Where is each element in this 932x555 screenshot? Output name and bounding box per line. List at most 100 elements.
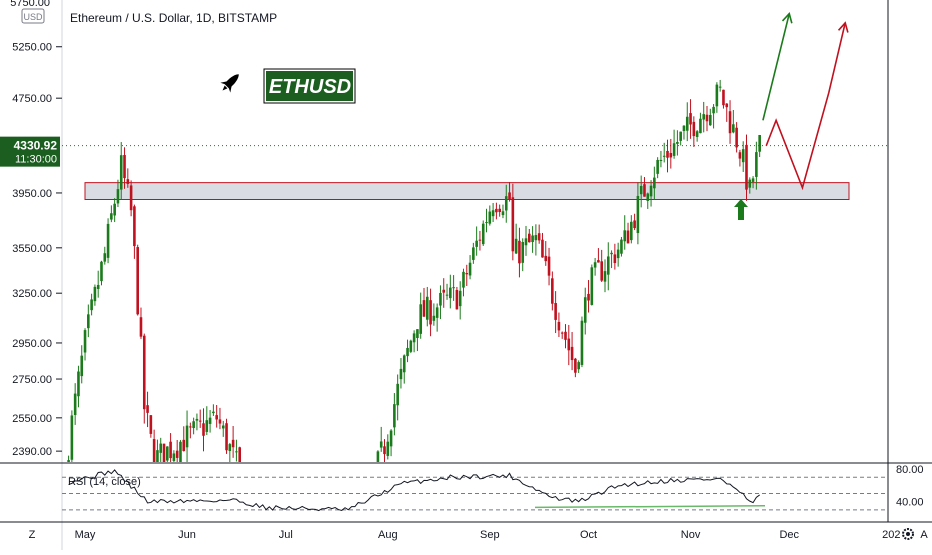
candle-body: [221, 425, 225, 429]
candle-body: [67, 460, 70, 462]
candle-body: [159, 443, 163, 453]
price-pane[interactable]: [62, 0, 888, 462]
candle-body: [73, 393, 77, 415]
rsi-line: [68, 469, 760, 512]
candle-body: [162, 443, 166, 462]
candle-body: [425, 296, 429, 320]
candle-body: [93, 286, 97, 302]
candle-body: [669, 152, 673, 158]
gear-hub: [906, 532, 910, 536]
auto-scale-button-label: A: [920, 529, 928, 541]
candle-body: [590, 267, 594, 305]
candle-body: [521, 242, 525, 263]
candle-body: [449, 287, 452, 299]
candle-body: [90, 299, 93, 311]
candle-body: [567, 338, 571, 351]
candle-body: [616, 249, 620, 259]
price-tick-label: 3950.00: [12, 188, 52, 200]
candle-body: [231, 439, 235, 448]
candle-body: [685, 116, 689, 131]
candle-body: [639, 185, 643, 195]
candle-body: [613, 254, 617, 264]
candle-body: [215, 415, 218, 420]
candle-body: [422, 300, 426, 317]
candle-body: [728, 111, 732, 134]
price-tick-label: 3550.00: [12, 243, 52, 255]
time-axis-label: Jun: [178, 529, 196, 541]
candle-body: [146, 405, 149, 413]
candle-body: [554, 303, 557, 320]
rocket-flame: [222, 85, 228, 91]
candle-body: [735, 127, 738, 148]
candle-body: [485, 222, 488, 224]
gear-teeth: [902, 528, 914, 540]
candle-body: [508, 192, 511, 200]
candle-body: [741, 149, 745, 163]
candle-body: [649, 185, 653, 197]
candle-body: [149, 415, 153, 434]
candle-body: [626, 230, 630, 244]
candle-body: [238, 447, 242, 462]
candles: [67, 79, 761, 462]
projection-path: [762, 13, 791, 121]
price-tick-label: 3250.00: [12, 288, 52, 300]
candle-body: [123, 155, 126, 179]
support-zone: [84, 182, 850, 200]
candle-body: [169, 441, 172, 459]
candle-body: [524, 238, 528, 246]
candle-body: [129, 185, 133, 211]
candle-body: [432, 315, 436, 321]
candle-body: [544, 255, 548, 262]
candle-body: [514, 238, 518, 254]
candle-body: [195, 418, 199, 421]
candle-body: [87, 314, 90, 329]
candle-body: [83, 330, 87, 353]
last-price-value: 4330.92: [14, 139, 58, 153]
candle-body: [498, 208, 501, 212]
candle-body: [225, 423, 228, 451]
candle-body: [435, 307, 439, 318]
candle-body: [656, 159, 659, 174]
candle-body: [393, 404, 396, 428]
candle-body: [465, 273, 469, 275]
candle-body: [445, 294, 449, 296]
zoom-button[interactable]: Z: [29, 529, 36, 541]
time-axis-label: Dec: [779, 529, 799, 541]
auto-scale-button[interactable]: A: [920, 529, 928, 541]
candle-body: [389, 430, 393, 447]
candle-body: [491, 210, 495, 217]
gear-icon[interactable]: [902, 528, 914, 540]
projection-arrowhead: [781, 11, 793, 24]
candle-body: [475, 240, 478, 247]
candle-body: [156, 450, 159, 462]
projection-arrowhead: [837, 21, 849, 33]
candle-body: [518, 240, 521, 264]
candle-body: [136, 247, 139, 315]
candle-body: [452, 287, 455, 289]
candle-body: [564, 331, 567, 340]
candle-body: [442, 289, 446, 293]
candle-body: [659, 159, 663, 161]
price-tick-label: 2550.00: [12, 413, 52, 425]
candle-body: [527, 233, 531, 243]
chart-title: Ethereum / U.S. Dollar, 1D, BITSTAMP: [70, 11, 277, 25]
candle-body: [610, 252, 613, 255]
currency-badge[interactable]: USD: [21, 8, 45, 24]
candle-body: [603, 271, 607, 282]
candle-body: [142, 335, 146, 410]
candle-body: [718, 86, 722, 88]
candle-body: [126, 179, 130, 184]
rocket-icon: [220, 74, 239, 93]
candle-body: [70, 415, 74, 460]
candle-body: [679, 131, 682, 141]
candle-body: [402, 355, 406, 373]
candle-body: [593, 262, 597, 268]
candle-body: [379, 441, 383, 448]
candle-body: [557, 321, 561, 331]
candle-body: [488, 211, 492, 224]
time-axis-label: May: [75, 529, 96, 541]
candle-body: [458, 290, 462, 307]
candle-body: [172, 453, 176, 461]
